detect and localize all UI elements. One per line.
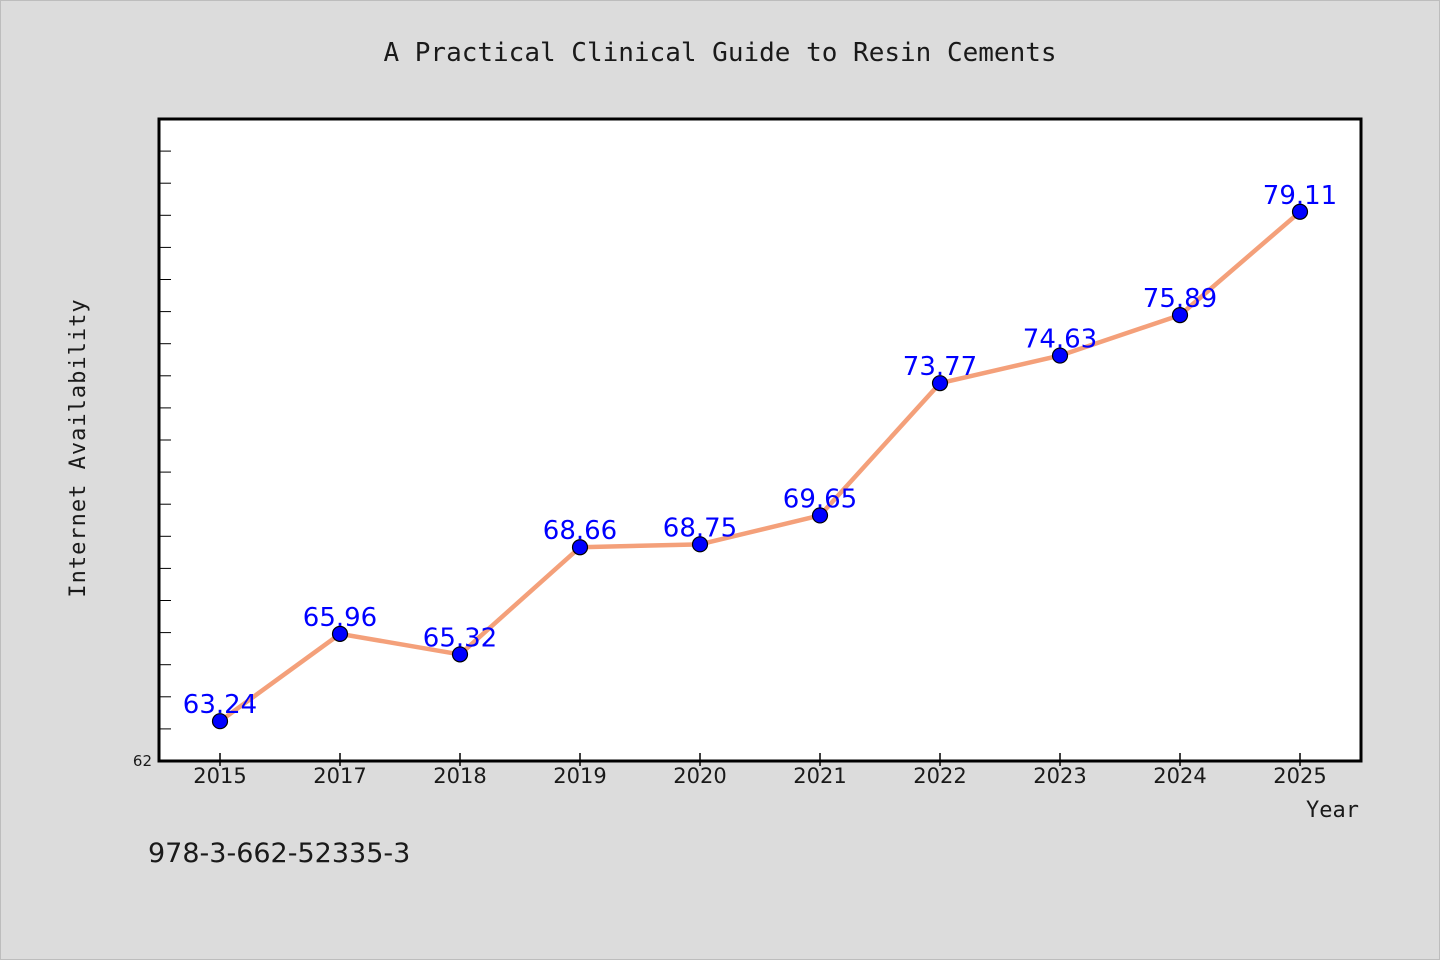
- marker-layer: [211, 203, 1309, 730]
- x-axis-label: Year: [1306, 798, 1359, 823]
- x-tick-label: 2021: [793, 764, 846, 788]
- plot-area: [157, 117, 1363, 763]
- data-label: 65.96: [303, 603, 377, 633]
- x-tick-label: 2023: [1033, 764, 1086, 788]
- data-point-marker: [1171, 307, 1189, 324]
- data-label: 68.66: [543, 516, 617, 546]
- chart-title: A Practical Clinical Guide to Resin Ceme…: [383, 38, 1056, 68]
- data-label: 79.11: [1263, 181, 1337, 211]
- data-label: 74.63: [1023, 325, 1097, 355]
- y-axis-ticks: 62: [133, 150, 171, 770]
- x-axis-ticks: 2015 2017 2018 2019 2020 2021 2022 2023 2024 2025: [193, 753, 1327, 788]
- data-label: 69.65: [783, 484, 857, 514]
- x-tick-label: 2015: [193, 764, 246, 788]
- x-tick-label: 2018: [433, 764, 486, 788]
- data-label-layer: 63.24 65.96 65.32 68.66 68.75 69.65 73.77 74.63…: [183, 181, 1337, 720]
- x-tick-label: 2022: [913, 764, 966, 788]
- data-point-marker: [571, 539, 589, 556]
- series-line: [217, 209, 1303, 724]
- y-tick-label: 62: [133, 752, 152, 770]
- x-tick-label: 2024: [1153, 764, 1206, 788]
- data-point-marker: [931, 375, 949, 392]
- data-label: 68.75: [663, 513, 737, 543]
- x-tick-label: 2019: [553, 764, 606, 788]
- data-point-marker: [451, 646, 469, 663]
- data-label: 75.89: [1143, 284, 1217, 314]
- data-point-marker: [691, 536, 709, 553]
- data-label: 63.24: [183, 690, 257, 720]
- x-tick-label: 2025: [1273, 764, 1326, 788]
- data-point-marker: [1051, 347, 1069, 364]
- data-point-marker: [1291, 203, 1309, 220]
- y-axis-label: Internet Availability: [66, 298, 91, 597]
- isbn-footer: 978-3-662-52335-3: [148, 838, 410, 869]
- x-tick-label: 2017: [313, 764, 366, 788]
- data-point-marker: [331, 625, 349, 642]
- series-line-layer: [217, 209, 1303, 724]
- data-label: 65.32: [423, 623, 497, 653]
- x-tick-label: 2020: [673, 764, 726, 788]
- data-label: 73.77: [903, 352, 977, 382]
- data-point-marker: [811, 507, 829, 524]
- data-point-marker: [211, 713, 229, 730]
